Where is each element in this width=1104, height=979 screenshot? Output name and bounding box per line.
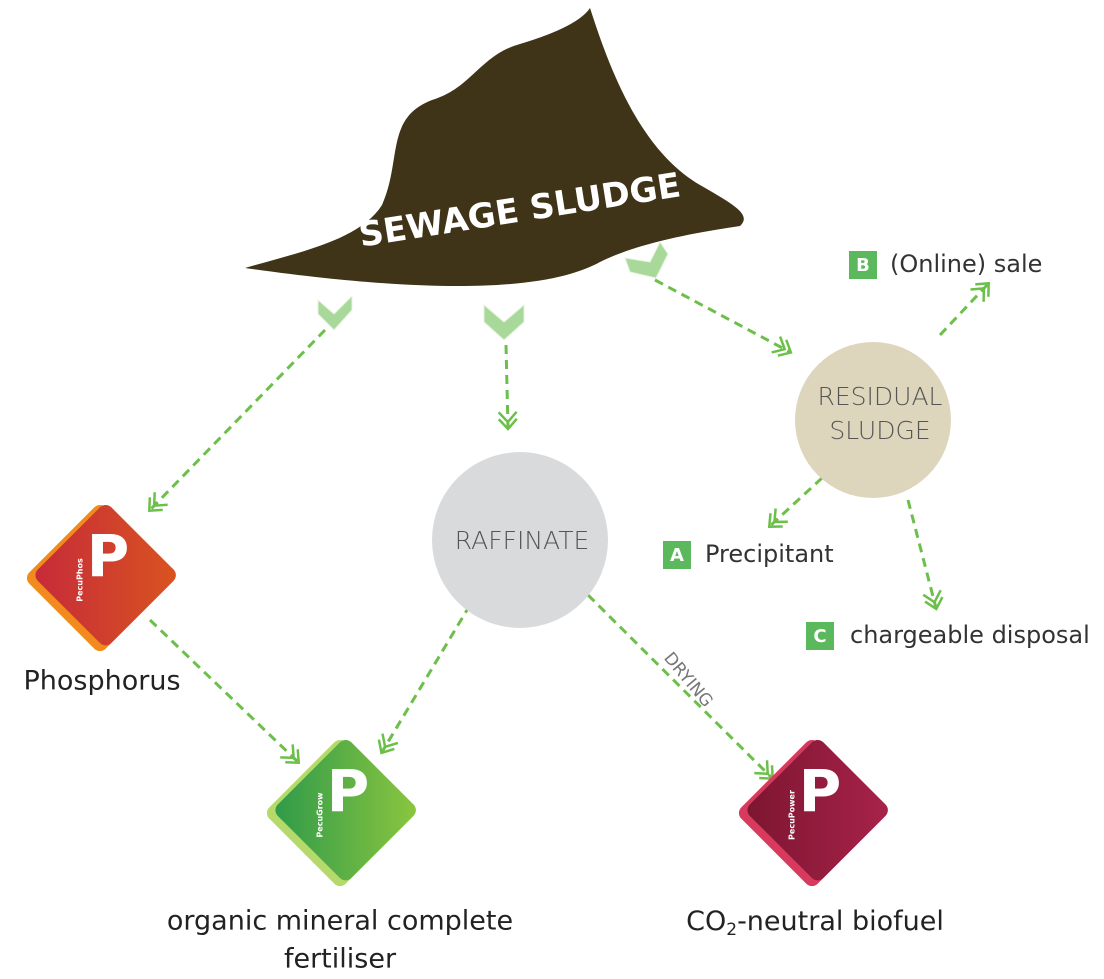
product-label: Phosphorus bbox=[23, 666, 180, 697]
product-letter: P bbox=[87, 522, 130, 590]
product-letter: P bbox=[327, 757, 370, 825]
option-key: A bbox=[670, 545, 684, 566]
label-subscript: 2 bbox=[726, 920, 737, 940]
product-label: CO2-neutral biofuel bbox=[686, 906, 944, 941]
label-part: CO bbox=[686, 906, 726, 937]
node-label: SLUDGE bbox=[829, 416, 930, 445]
option-key: C bbox=[813, 626, 826, 647]
option-label: (Online) sale bbox=[890, 250, 1042, 278]
label-part: -neutral biofuel bbox=[737, 906, 944, 937]
product-letter: P bbox=[799, 757, 842, 825]
product-brand: PecuPower bbox=[788, 790, 797, 840]
product-brand: PecuPhos bbox=[76, 558, 85, 602]
node-label: RESIDUAL bbox=[818, 382, 943, 411]
option-label: chargeable disposal bbox=[850, 621, 1090, 649]
product-label: organic mineral complete bbox=[167, 906, 513, 937]
product-brand: PecuGrow bbox=[316, 792, 325, 838]
diagram: SEWAGE SLUDGE RESIDUAL SLUDGE RAFFINATE … bbox=[0, 0, 1104, 975]
option-key: B bbox=[856, 255, 870, 276]
product-label: fertiliser bbox=[284, 944, 397, 975]
option-label: Precipitant bbox=[705, 540, 834, 568]
node-label: RAFFINATE bbox=[455, 526, 590, 555]
sludge-heap bbox=[245, 8, 744, 286]
edge-label: DRYING bbox=[659, 649, 716, 712]
